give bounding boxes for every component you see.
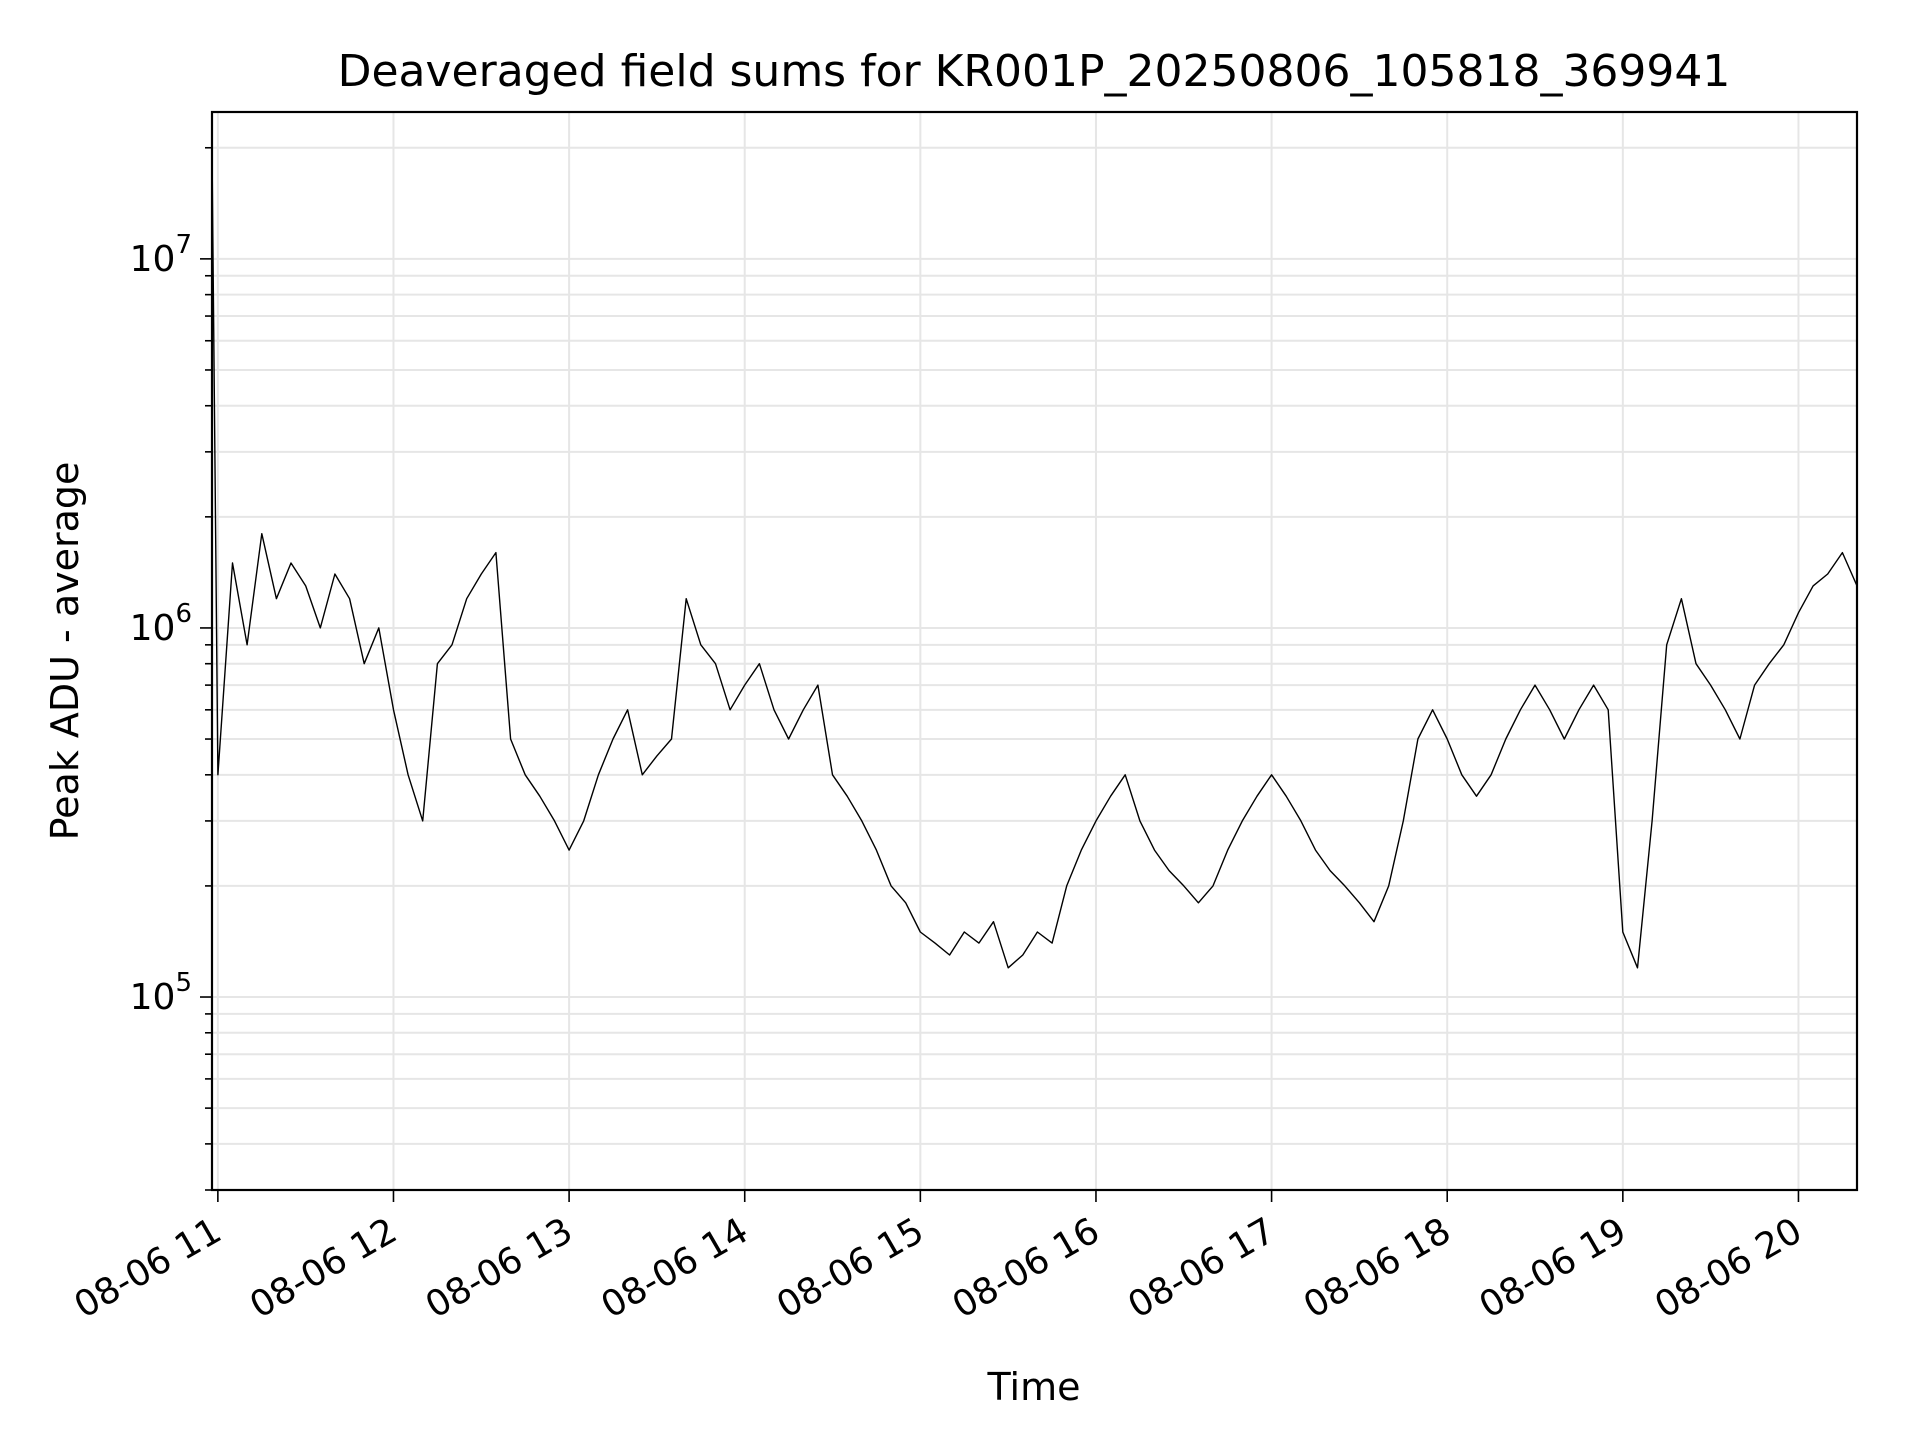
- series-line: [211, 147, 1858, 969]
- x-tick-label: 08-06 19: [1473, 1210, 1634, 1326]
- x-axis-label: Time: [987, 1365, 1081, 1409]
- x-tick-label: 08-06 15: [770, 1210, 931, 1326]
- x-tick-label: 08-06 17: [1121, 1210, 1282, 1326]
- x-tick-label: 08-06 14: [595, 1210, 756, 1326]
- chart-title: Deaveraged field sums for KR001P_2025080…: [338, 46, 1731, 97]
- plot-area: [211, 147, 1858, 969]
- y-axis-label: Peak ADU - average: [43, 462, 87, 841]
- x-tick-label: 08-06 16: [946, 1210, 1107, 1326]
- x-tick-label: 08-06 20: [1648, 1210, 1809, 1326]
- x-tick-label: 08-06 13: [419, 1210, 580, 1326]
- grid-lines: [212, 112, 1857, 1191]
- x-axis: 08-06 11 08-06 12 08-06 13 08-06 14 08-06 15…: [68, 1190, 1809, 1327]
- y-tick-label: 107: [130, 230, 192, 280]
- y-tick-label: 105: [130, 968, 192, 1018]
- x-tick-label: 08-06 11: [68, 1210, 229, 1326]
- plot-frame: [210, 110, 1859, 1192]
- y-tick-label: 106: [130, 599, 192, 649]
- x-tick-label: 08-06 12: [243, 1210, 404, 1326]
- x-tick-label: 08-06 18: [1297, 1210, 1458, 1326]
- y-axis: 105 106 107: [130, 146, 212, 1191]
